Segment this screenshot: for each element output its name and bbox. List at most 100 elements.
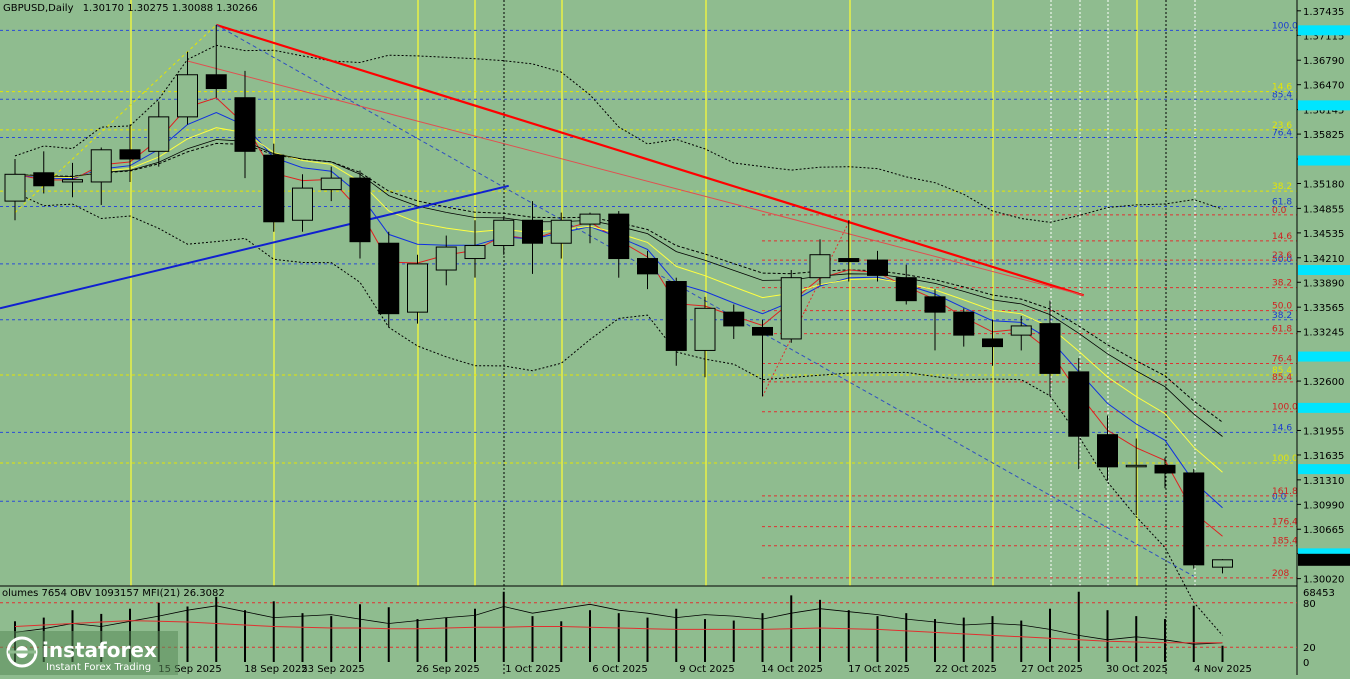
- candle: [982, 319, 1003, 366]
- candle: [119, 124, 141, 182]
- candle-body: [234, 97, 256, 152]
- price-tick-label: 1.31955: [1303, 426, 1344, 437]
- instaforex-logo: instaforex Instant Forex Trading: [0, 631, 178, 675]
- date-label: 30 Oct 2025: [1106, 664, 1168, 675]
- fib-label-red: 85.4: [1272, 373, 1292, 383]
- candle: [407, 254, 428, 324]
- candle-body: [550, 219, 572, 244]
- fib-label-yellow: 23.6: [1272, 121, 1292, 131]
- fib-label-blue: 0.0: [1272, 492, 1287, 502]
- candle-body: [1154, 464, 1176, 474]
- candle: [320, 166, 342, 202]
- candle: [838, 220, 860, 282]
- fib-label-red: 50.0: [1272, 302, 1292, 312]
- fib-label-red: 208: [1272, 569, 1289, 579]
- candle: [464, 220, 486, 278]
- candle-body: [205, 74, 227, 90]
- candle: [90, 147, 112, 205]
- candle: [1097, 415, 1118, 481]
- candle: [1125, 438, 1147, 516]
- fib-label-red: 23.6: [1272, 251, 1292, 261]
- candle-body: [838, 258, 860, 263]
- candle-body: [1010, 325, 1032, 336]
- level-marker: [1298, 548, 1350, 559]
- candle-body: [263, 154, 285, 223]
- candle: [780, 270, 802, 343]
- candle-body: [378, 242, 400, 315]
- date-label: 9 Oct 2025: [679, 664, 734, 675]
- date-label: 27 Oct 2025: [1021, 664, 1083, 675]
- price-tick-label: 1.35825: [1303, 130, 1344, 141]
- price-tick-label: 1.33565: [1303, 303, 1344, 314]
- date-label: 15 Sep 2025: [158, 664, 221, 675]
- date-label: 22 Oct 2025: [935, 664, 997, 675]
- candle: [608, 211, 630, 278]
- date-label: 1 Oct 2025: [505, 664, 560, 675]
- candle: [349, 170, 371, 259]
- fib-label-red: 76.4: [1272, 354, 1292, 364]
- candle: [378, 231, 400, 328]
- candle-body: [694, 307, 716, 351]
- price-tick-label: 1.30020: [1303, 575, 1344, 586]
- mfi-line: [14, 620, 1223, 644]
- level-marker: [1298, 100, 1350, 111]
- fib-label-blue: 38.2: [1272, 311, 1292, 321]
- candle-body: [1183, 472, 1205, 566]
- candle-body: [4, 173, 26, 202]
- candle-body: [1097, 434, 1118, 468]
- candle: [1183, 469, 1205, 569]
- candle: [637, 250, 658, 290]
- price-tick-label: 1.32600: [1303, 377, 1344, 388]
- fib-label-red: 61.8: [1272, 325, 1292, 335]
- candle-body: [62, 179, 83, 183]
- candles: [4, 24, 1233, 574]
- level-marker: [1298, 265, 1350, 276]
- fib-label-blue: 50.0: [1272, 255, 1292, 265]
- current-price-tag: [1298, 553, 1350, 566]
- date-label: 17 Oct 2025: [848, 664, 910, 675]
- indicator-tick-label: 80: [1303, 599, 1316, 610]
- candle: [1154, 457, 1176, 489]
- fib-label-red: 176.4: [1272, 518, 1298, 528]
- candle-body: [608, 213, 630, 260]
- price-tick-label: 1.34210: [1303, 254, 1344, 265]
- fib-label-red: 38.2: [1272, 279, 1292, 289]
- candle-body: [292, 187, 313, 221]
- price-tick-label: 1.35180: [1303, 179, 1344, 190]
- price-axis: 1.37435 1.37115 1.36790 1.36470 1.36145 1.358…: [1297, 7, 1350, 586]
- fib-label-red: 0.0: [1272, 206, 1287, 216]
- candle-body: [33, 172, 55, 187]
- candle-body: [752, 326, 773, 336]
- candle-body: [407, 263, 428, 313]
- support-trendline: [0, 184, 509, 310]
- zigzag-line: [762, 220, 851, 397]
- price-tick-label: 1.36145: [1303, 106, 1344, 117]
- price-tick-label: 1.31310: [1303, 476, 1344, 487]
- candle: [665, 277, 687, 366]
- fib-label-red: 14.6: [1272, 232, 1292, 242]
- candle-body: [579, 213, 601, 225]
- candle-body: [780, 277, 802, 340]
- fib-label-blue: 85.4: [1272, 90, 1292, 100]
- candle: [62, 162, 83, 198]
- level-marker: [1298, 155, 1350, 166]
- candle-body: [435, 246, 457, 271]
- candle-body: [637, 258, 658, 275]
- channel-line: [14, 24, 217, 213]
- fib-label-yellow: 100.0: [1272, 454, 1298, 464]
- candle-body: [809, 254, 831, 279]
- current-price-label: 1.30266: [1303, 556, 1344, 567]
- candle: [1010, 315, 1032, 351]
- candle-body: [953, 311, 975, 336]
- candle-body: [464, 245, 486, 260]
- candle: [205, 24, 227, 98]
- candle: [723, 304, 745, 339]
- candle: [579, 212, 601, 244]
- fib-label-yellow: 14.6: [1272, 83, 1292, 93]
- price-tick-label: 1.36790: [1303, 56, 1344, 67]
- obv-line: [14, 603, 1223, 645]
- indicator-tick-label: 68453: [1303, 588, 1335, 599]
- resistance-trendline-thin: [187, 60, 1084, 296]
- candle-body: [493, 219, 515, 247]
